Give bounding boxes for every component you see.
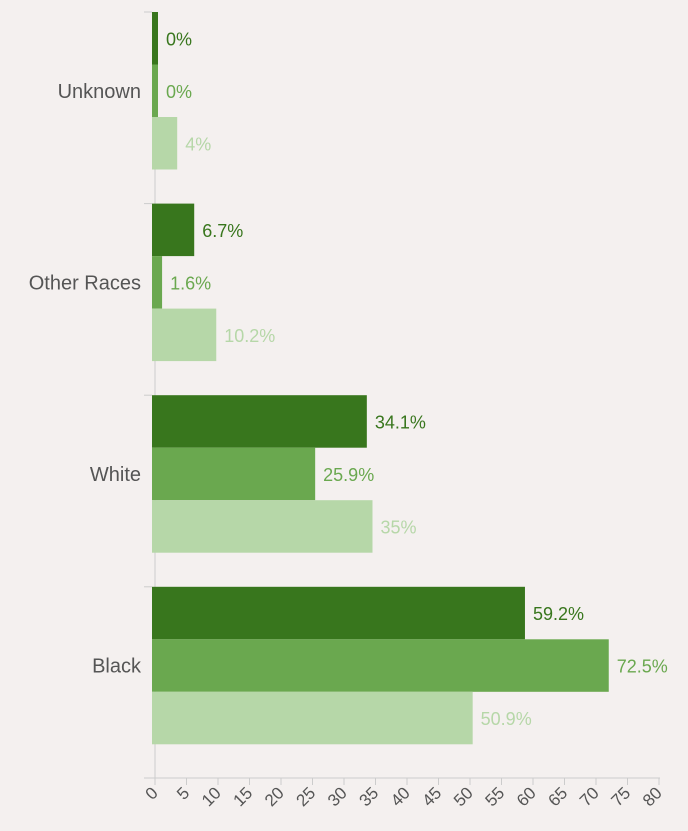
data-label: 35% bbox=[381, 517, 417, 537]
bar bbox=[152, 500, 373, 553]
bar bbox=[152, 12, 158, 65]
data-label: 1.6% bbox=[170, 273, 211, 293]
data-label: 0% bbox=[166, 29, 192, 49]
bar bbox=[152, 117, 178, 170]
bar bbox=[152, 586, 525, 640]
x-tick-label: 40 bbox=[387, 783, 414, 810]
bar bbox=[152, 256, 163, 309]
data-label: 6.7% bbox=[202, 221, 243, 241]
category-label: Unknown bbox=[58, 81, 141, 103]
x-tick-label: 15 bbox=[230, 783, 257, 810]
data-label: 59.2% bbox=[533, 604, 584, 624]
x-tick-label: 25 bbox=[293, 783, 320, 810]
data-label: 34.1% bbox=[375, 412, 426, 432]
data-label: 4% bbox=[185, 134, 211, 154]
x-tick-label: 20 bbox=[261, 783, 288, 810]
x-tick-label: 30 bbox=[324, 783, 351, 810]
category-label: White bbox=[90, 464, 141, 486]
bar bbox=[152, 691, 473, 745]
bar bbox=[152, 395, 367, 448]
data-label: 0% bbox=[166, 82, 192, 102]
x-tick-label: 70 bbox=[576, 783, 603, 810]
data-label: 10.2% bbox=[224, 326, 275, 346]
x-tick-label: 80 bbox=[639, 783, 666, 810]
data-label: 25.9% bbox=[323, 465, 374, 485]
x-tick-label: 50 bbox=[450, 783, 477, 810]
chart-bars bbox=[152, 12, 609, 745]
x-tick-label: 65 bbox=[545, 783, 572, 810]
x-tick-label: 5 bbox=[173, 783, 193, 803]
x-tick-label: 0 bbox=[142, 783, 162, 803]
x-tick-label: 45 bbox=[419, 783, 446, 810]
category-label: Black bbox=[92, 656, 142, 678]
data-label: 50.9% bbox=[481, 709, 532, 729]
x-tick-label: 35 bbox=[356, 783, 383, 810]
bar bbox=[152, 64, 158, 117]
x-tick-label: 10 bbox=[198, 783, 225, 810]
x-tick-label: 55 bbox=[482, 783, 509, 810]
bar bbox=[152, 203, 195, 257]
data-label: 72.5% bbox=[617, 657, 668, 677]
chart-data-labels: 0% 6.7% 34.1% 59.2% 0% 1.6% 25.9% 72.5% 4% 10.2% 3… bbox=[166, 29, 668, 729]
category-label: Other Races bbox=[29, 272, 141, 294]
bar bbox=[152, 639, 609, 692]
bar bbox=[152, 308, 217, 362]
x-tick-label: 75 bbox=[608, 783, 635, 810]
bar bbox=[152, 447, 316, 501]
x-tick-label: 60 bbox=[513, 783, 540, 810]
